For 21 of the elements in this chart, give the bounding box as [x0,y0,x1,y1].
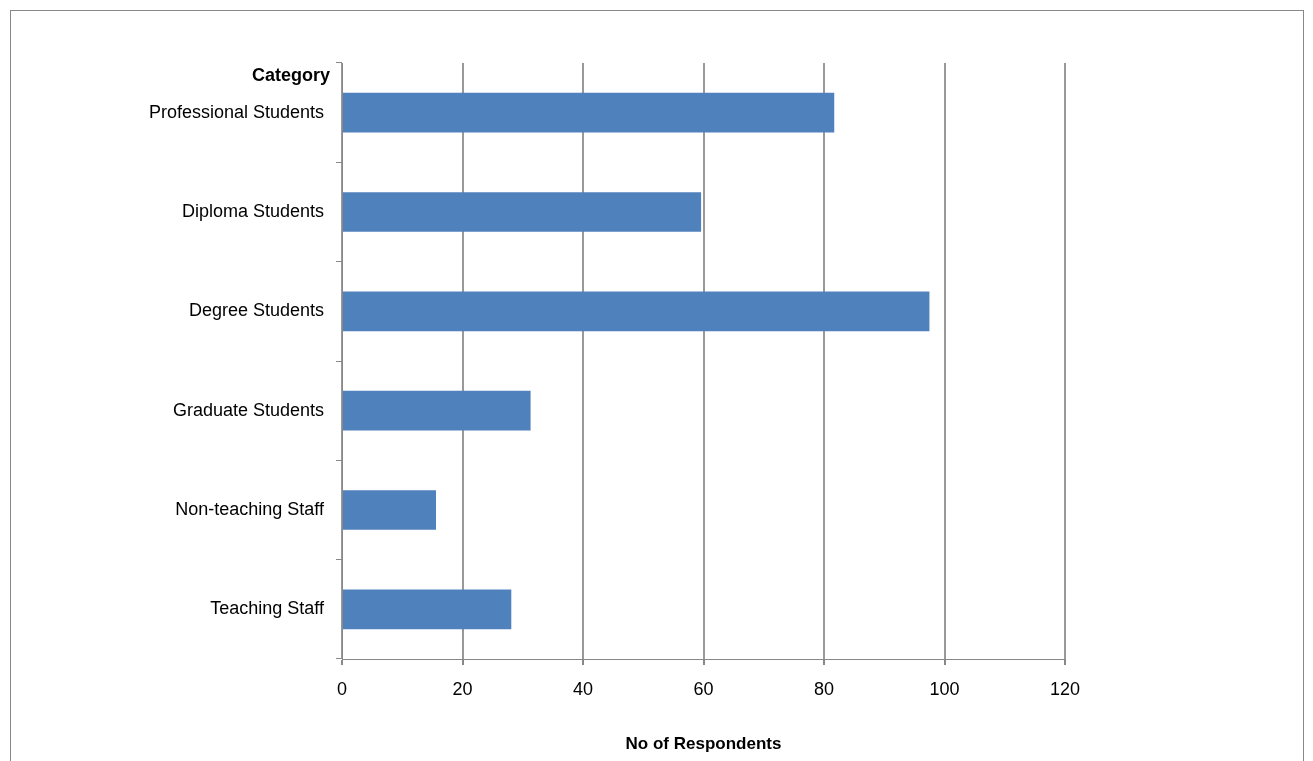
x-tick-label: 80 [813,678,835,699]
bar [343,490,436,530]
x-tick-label: 120 [1049,678,1081,699]
y-tick-label: Degree Students [188,300,324,321]
x-tick-label: 20 [452,678,473,699]
y-tick-label: Teaching Staff [210,598,325,619]
x-axis-title: No of Respondents [625,734,782,754]
x-tick-label: 40 [572,678,594,699]
x-tick-label: 100 [929,678,960,699]
y-axis-title: Category [251,64,330,85]
bar [343,92,835,133]
bar [343,192,702,232]
bar [343,291,930,332]
y-tick-label: Non-teaching Staff [175,498,325,519]
bar [343,390,531,431]
bar [343,589,512,630]
x-tick-label: 60 [693,678,714,699]
y-tick-label: Professional Students [148,101,324,122]
y-tick-label: Diploma Students [181,200,324,221]
x-tick-label: 0 [336,678,348,699]
y-tick-label: Graduate Students [172,399,324,420]
